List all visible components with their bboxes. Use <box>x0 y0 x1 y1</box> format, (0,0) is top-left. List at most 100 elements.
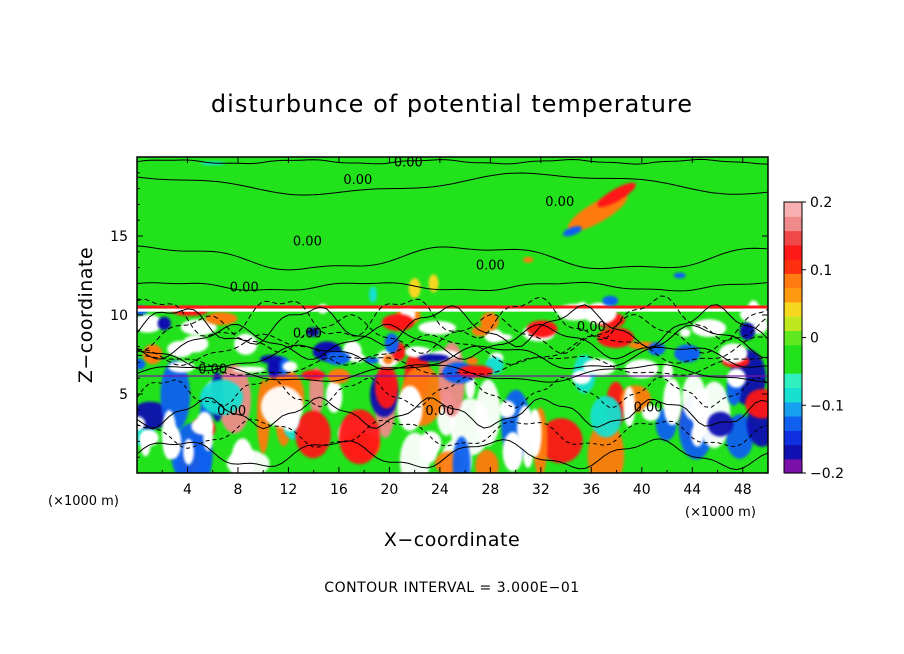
field-blob <box>259 354 283 364</box>
x-tick-label: 48 <box>734 482 752 498</box>
contour-line <box>137 396 768 430</box>
contour-label: 0.00 <box>577 320 606 335</box>
contour-label: 0.00 <box>634 401 663 416</box>
contour-line <box>137 245 768 271</box>
contour-line <box>137 438 768 471</box>
field-blob <box>623 386 636 427</box>
field-blob <box>624 359 659 379</box>
field-blob <box>418 320 457 335</box>
field-blob <box>306 327 320 337</box>
colorbar-swatch <box>784 358 802 374</box>
contour-line <box>137 313 768 354</box>
colorbar-swatch <box>784 444 802 460</box>
field-blob <box>137 416 146 431</box>
contour-label: 0.00 <box>394 156 423 171</box>
field-blob <box>137 314 163 333</box>
contour-label: 0.00 <box>293 326 322 341</box>
contour-label: 0.00 <box>230 281 259 296</box>
field-blob <box>397 385 423 432</box>
colorbar-tick-label: −0.1 <box>810 398 844 414</box>
x-axis-ticks: 4 8 12 16 20 24 28 32 36 40 44 48 <box>161 157 752 498</box>
field-blob <box>590 395 622 438</box>
contour-line <box>137 344 768 372</box>
colorbar-swatch <box>784 216 802 232</box>
field-blob <box>498 400 516 418</box>
y-tick-label: 15 <box>110 229 128 245</box>
y-tick-label: 10 <box>110 308 128 324</box>
field-blob <box>466 356 479 365</box>
field-blob <box>419 431 442 455</box>
colorbar-tick-label: 0 <box>810 331 819 347</box>
field-stripe <box>137 305 768 309</box>
contour-lines <box>137 158 768 471</box>
y-tick-label: 5 <box>119 387 128 403</box>
y-axis-ticks: 5 10 15 <box>110 172 768 458</box>
field-blob <box>587 421 625 473</box>
field-blob <box>428 274 439 293</box>
field-blob <box>485 328 503 343</box>
field-blob <box>597 182 636 208</box>
colorbar-swatch <box>784 259 802 274</box>
field-blob <box>167 340 194 358</box>
contour-label: 0.00 <box>545 195 574 210</box>
contour-line <box>137 376 768 409</box>
plot-area <box>137 157 768 473</box>
field-blob <box>368 286 377 303</box>
colorbar-swatch <box>784 373 802 389</box>
field-blob <box>679 328 691 338</box>
field-blob <box>137 358 146 370</box>
contour-line <box>137 354 768 376</box>
contour-line <box>137 281 768 292</box>
field-blob <box>338 409 381 465</box>
contour-line <box>137 304 768 349</box>
field-blob <box>281 409 300 432</box>
field-blob <box>475 379 501 446</box>
colorbar-swatch <box>784 458 802 474</box>
field-blob <box>523 256 534 263</box>
field-blob <box>408 278 421 299</box>
contour-line <box>137 172 768 196</box>
colorbar-tick-label: 0.2 <box>810 195 832 211</box>
contour-label: 0.00 <box>425 404 454 419</box>
x-axis-title: X−coordinate <box>384 529 520 551</box>
field-blob <box>418 354 450 362</box>
colorbar-swatch <box>784 273 802 289</box>
colorbar-swatch <box>784 387 802 403</box>
field-blob <box>157 316 171 331</box>
contour-label: 0.00 <box>343 173 372 188</box>
colorbar-swatch <box>784 430 802 446</box>
field-blob <box>457 365 494 378</box>
field-blob <box>324 351 351 365</box>
field-blob <box>140 430 151 457</box>
x-tick-label: 28 <box>481 482 499 498</box>
field-blob <box>383 354 394 365</box>
field-blob <box>582 358 616 376</box>
x-tick-label: 36 <box>582 482 600 498</box>
field-blob <box>164 425 182 460</box>
field-blob <box>381 313 415 332</box>
x-tick-label: 4 <box>183 482 192 498</box>
field-stripe <box>137 375 768 378</box>
field-blob <box>295 410 331 459</box>
field-blob <box>648 342 666 356</box>
x-tick-label: 20 <box>380 482 398 498</box>
x-tick-label: 32 <box>532 482 550 498</box>
field-blob <box>539 418 583 464</box>
field-blob <box>183 438 194 465</box>
field-blob <box>405 346 426 357</box>
field-blob <box>325 380 343 413</box>
contour-label: 0.00 <box>476 258 505 273</box>
field-blob <box>480 312 499 332</box>
field-blob <box>301 370 326 380</box>
field-blob <box>674 344 701 363</box>
field-stripe <box>137 308 768 312</box>
contour-line <box>137 158 768 165</box>
field-blob <box>663 378 682 426</box>
contour-label: 0.00 <box>198 363 227 378</box>
field-blob <box>745 389 768 419</box>
field-blob <box>282 361 298 372</box>
colorbar-swatch <box>784 330 802 346</box>
field-blob <box>475 449 499 473</box>
contour-line <box>137 363 768 384</box>
